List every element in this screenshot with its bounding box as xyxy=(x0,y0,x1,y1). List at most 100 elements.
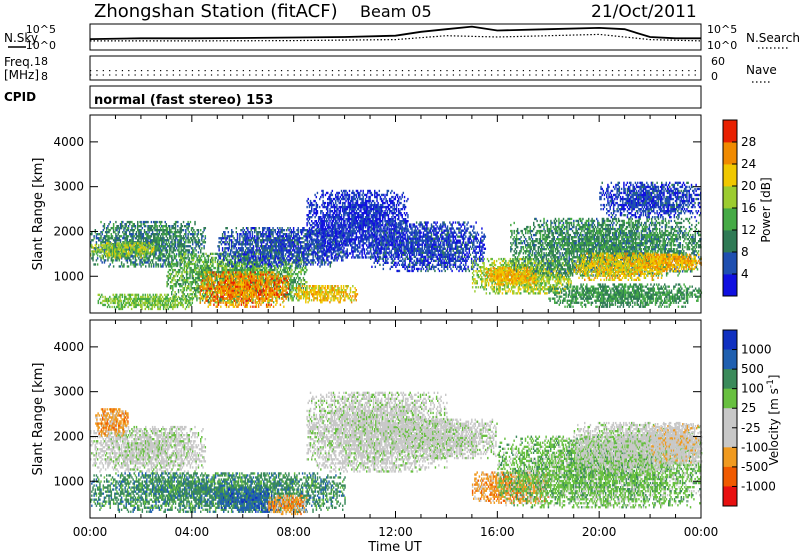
heat-cell xyxy=(175,245,176,247)
heat-cell xyxy=(180,300,181,302)
heat-cell xyxy=(227,227,228,229)
heat-cell xyxy=(232,279,233,281)
freq-point xyxy=(586,74,587,75)
heat-cell xyxy=(191,237,192,239)
heat-cell xyxy=(141,308,142,310)
heat-cell xyxy=(232,298,233,300)
heat-cell xyxy=(346,287,347,289)
heat-cell xyxy=(113,225,114,227)
heat-cell xyxy=(201,255,202,257)
heat-cell xyxy=(108,304,109,306)
heat-cell xyxy=(128,225,129,227)
heat-cell xyxy=(288,299,289,301)
heat-cell xyxy=(232,261,233,263)
heat-cell xyxy=(245,259,246,261)
heat-cell xyxy=(231,249,232,251)
heat-cell xyxy=(121,246,122,248)
heat-cell xyxy=(205,227,206,229)
heat-cell xyxy=(267,288,268,290)
heat-cell xyxy=(279,296,280,298)
heat-cell xyxy=(145,246,146,248)
heat-cell xyxy=(193,229,194,231)
heat-cell xyxy=(325,287,326,289)
heat-cell xyxy=(299,283,300,285)
heat-cell xyxy=(238,251,239,253)
heat-cell xyxy=(222,302,223,304)
heat-cell xyxy=(198,237,199,239)
heat-cell xyxy=(306,281,307,283)
heat-cell xyxy=(186,263,187,265)
heat-cell xyxy=(135,261,136,263)
heat-cell xyxy=(238,304,239,306)
freq-tick-bottom: 8 xyxy=(41,70,48,83)
heat-cell xyxy=(192,247,193,249)
heat-cell xyxy=(178,289,179,291)
heat-cell xyxy=(195,279,196,281)
heat-cell xyxy=(249,241,250,243)
heat-cell xyxy=(248,261,249,263)
heat-cell xyxy=(155,223,156,225)
heat-cell xyxy=(273,306,274,308)
heat-cell xyxy=(256,306,257,308)
heat-cell xyxy=(166,225,167,227)
heat-cell xyxy=(151,235,152,237)
heat-cell xyxy=(208,296,209,298)
heat-cell xyxy=(201,259,202,261)
heat-cell xyxy=(250,273,251,275)
heat-cell xyxy=(337,299,338,301)
heat-cell xyxy=(273,301,274,303)
heat-cell xyxy=(229,237,230,239)
heat-cell xyxy=(227,275,228,277)
heat-cell xyxy=(118,306,119,308)
heat-cell xyxy=(289,269,290,271)
heat-cell xyxy=(173,251,174,253)
heat-cell xyxy=(247,233,248,235)
heat-cell xyxy=(152,225,153,227)
heat-cell xyxy=(243,304,244,306)
heat-cell xyxy=(149,298,150,300)
freq-point xyxy=(325,74,326,75)
heat-cell xyxy=(212,298,213,300)
heat-cell xyxy=(231,239,232,241)
heat-cell xyxy=(185,308,186,310)
heat-cell xyxy=(271,283,272,285)
heat-cell xyxy=(282,283,283,285)
heat-cell xyxy=(218,267,219,269)
heat-cell xyxy=(130,259,131,261)
heat-cell xyxy=(145,254,146,256)
nave-point xyxy=(669,70,670,71)
heat-cell xyxy=(222,275,223,277)
heat-cell xyxy=(226,286,227,288)
heat-cell xyxy=(236,267,237,269)
nave-point xyxy=(663,70,664,71)
heat-cell xyxy=(153,263,154,265)
heat-cell xyxy=(217,253,218,255)
heat-cell xyxy=(147,248,148,250)
freq-point xyxy=(103,74,104,75)
heat-cell xyxy=(338,287,339,289)
heat-cell xyxy=(201,296,202,298)
nave-point xyxy=(205,70,206,71)
heat-cell xyxy=(243,227,244,229)
nave-point xyxy=(466,70,467,71)
nave-point xyxy=(300,70,301,71)
heat-cell xyxy=(287,292,288,294)
nave-point xyxy=(446,70,447,71)
heat-cell xyxy=(142,227,143,229)
heat-cell xyxy=(199,245,200,247)
heat-cell xyxy=(268,271,269,273)
heat-cell xyxy=(174,275,175,277)
heat-cell xyxy=(192,283,193,285)
freq-point xyxy=(459,74,460,75)
heat-cell xyxy=(212,288,213,290)
heat-cell xyxy=(334,291,335,293)
heat-cell xyxy=(243,241,244,243)
heat-cell xyxy=(176,259,177,261)
heat-cell xyxy=(179,259,180,261)
heat-cell xyxy=(230,273,231,275)
heat-cell xyxy=(116,229,117,231)
heat-cell xyxy=(338,293,339,295)
heat-cell xyxy=(134,244,135,246)
heat-cell xyxy=(181,267,182,269)
nave-point xyxy=(580,70,581,71)
